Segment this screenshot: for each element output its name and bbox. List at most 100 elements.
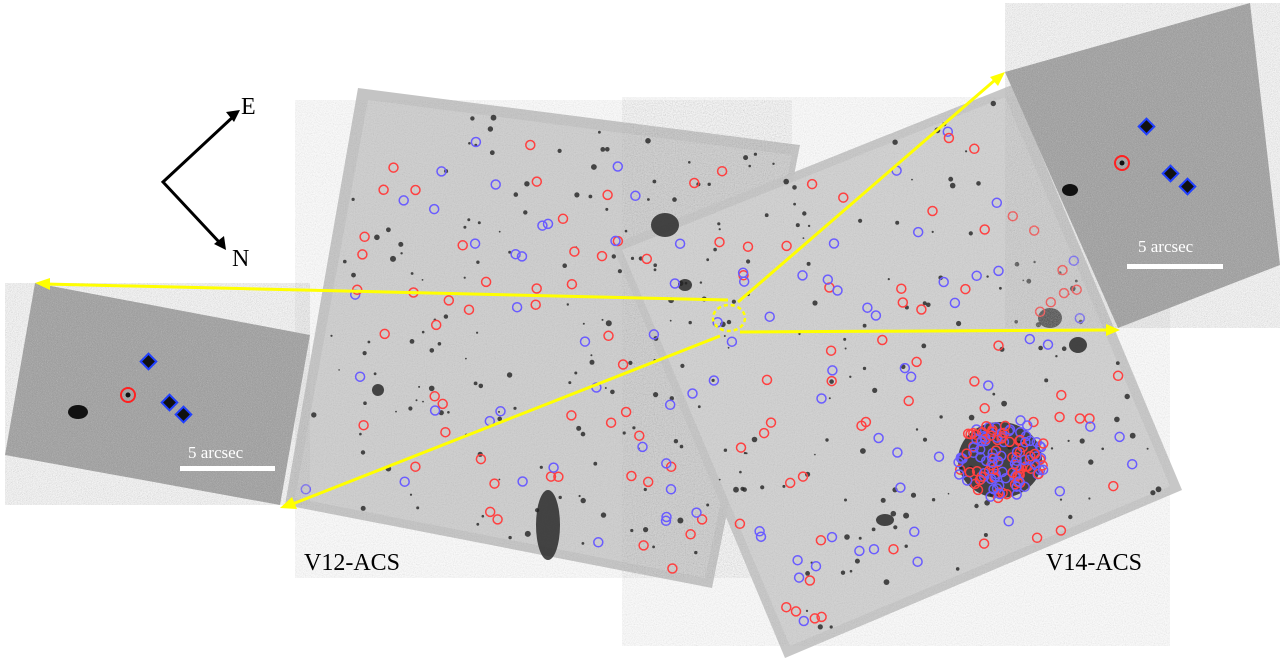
source xyxy=(580,497,586,504)
marker-circle xyxy=(797,471,809,482)
source xyxy=(697,405,701,409)
scale-bar xyxy=(180,466,275,471)
marker-circle xyxy=(553,471,564,483)
source xyxy=(1101,447,1104,451)
source xyxy=(743,451,747,455)
marker-circle xyxy=(998,427,1010,439)
source xyxy=(814,453,816,456)
source xyxy=(976,181,981,186)
compass-east-label: E xyxy=(241,94,256,120)
source xyxy=(447,411,450,414)
marker-circle xyxy=(942,126,954,137)
marker-circle xyxy=(617,359,629,370)
source xyxy=(1074,279,1078,283)
source xyxy=(311,412,317,418)
galaxy xyxy=(651,213,679,237)
marker-circle xyxy=(933,451,945,462)
marker-circle xyxy=(661,458,672,469)
marker-circle xyxy=(399,476,410,487)
marker-circle xyxy=(1112,370,1124,382)
source xyxy=(470,116,475,121)
marker-circle xyxy=(516,251,528,262)
source xyxy=(374,234,380,241)
marker-circle xyxy=(897,297,909,308)
marker-circle xyxy=(899,362,911,374)
source xyxy=(580,431,586,437)
marker-circle xyxy=(784,477,796,489)
source xyxy=(367,340,371,344)
marker-circle xyxy=(548,462,559,473)
marker-circle xyxy=(691,507,702,518)
source xyxy=(395,410,397,413)
marker-circle xyxy=(726,336,738,347)
marker-circle xyxy=(605,417,617,428)
inset-right: 5 arcsec xyxy=(1005,3,1280,328)
marker-circle xyxy=(754,526,765,537)
marker-circle xyxy=(993,340,1004,351)
source xyxy=(990,100,996,107)
source xyxy=(949,182,956,189)
source xyxy=(360,505,366,511)
marker-circle xyxy=(1054,486,1066,497)
marker-circle xyxy=(993,480,1005,491)
source xyxy=(753,152,758,156)
marker-circle xyxy=(566,410,577,421)
marker-circle xyxy=(685,529,696,540)
marker-circle xyxy=(1038,438,1049,449)
source xyxy=(1035,322,1041,328)
marker-circle xyxy=(969,376,980,387)
source xyxy=(489,150,495,156)
marker-circle xyxy=(667,563,678,574)
source xyxy=(1014,261,1020,267)
marker-circle xyxy=(1071,284,1082,295)
source xyxy=(1014,320,1018,324)
marker-circle xyxy=(826,531,838,543)
source xyxy=(418,385,421,388)
source xyxy=(718,478,721,481)
marker-circle xyxy=(1015,415,1026,426)
source xyxy=(476,260,480,264)
marker-circle xyxy=(1037,464,1049,476)
source xyxy=(782,484,786,488)
source xyxy=(968,231,973,236)
source xyxy=(429,348,435,353)
source xyxy=(478,383,484,389)
galaxy xyxy=(536,490,560,560)
marker-circle xyxy=(816,393,827,404)
source xyxy=(568,381,572,385)
marker-circle xyxy=(993,455,1004,467)
source xyxy=(1059,498,1063,501)
marker-circle xyxy=(557,213,569,225)
source xyxy=(589,359,595,365)
source xyxy=(351,197,355,201)
marker-circle xyxy=(610,235,621,247)
marker-circle xyxy=(912,556,923,567)
marker-circle xyxy=(810,560,822,572)
marker-circle xyxy=(1114,431,1125,443)
source xyxy=(476,331,479,334)
source xyxy=(498,478,501,481)
source xyxy=(605,207,609,211)
source xyxy=(605,147,610,152)
source xyxy=(653,392,659,398)
scale-bar-label: 5 arcsec xyxy=(188,443,244,462)
marker-circle xyxy=(938,276,949,288)
marker-circle xyxy=(797,270,808,281)
marker-circle xyxy=(792,554,803,566)
source xyxy=(443,314,449,319)
source xyxy=(1038,345,1043,351)
source xyxy=(408,406,413,411)
source xyxy=(746,259,751,264)
source xyxy=(828,397,831,400)
marker-circle xyxy=(987,457,998,468)
source xyxy=(523,210,528,215)
source xyxy=(931,498,936,502)
source xyxy=(688,320,692,325)
marker-circle xyxy=(1013,476,1025,487)
source xyxy=(581,542,585,545)
galaxy xyxy=(1069,337,1087,353)
source xyxy=(330,334,333,337)
marker-circle xyxy=(949,297,961,309)
source xyxy=(955,567,960,571)
source xyxy=(362,351,367,356)
